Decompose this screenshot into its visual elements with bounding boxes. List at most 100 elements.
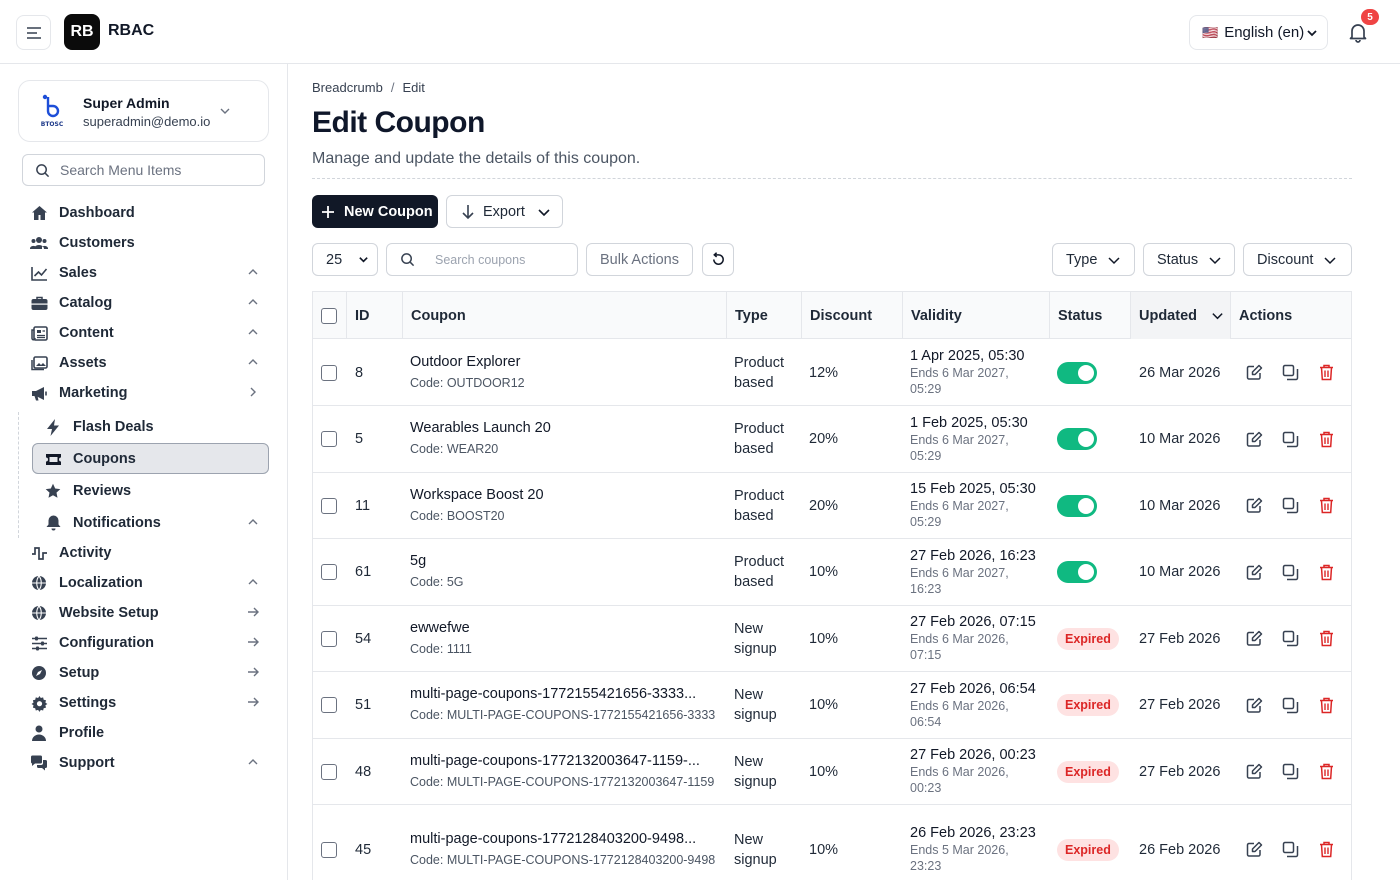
row-checkbox[interactable] [321,630,337,647]
edit-icon[interactable] [1245,841,1263,859]
chevron-down-icon [1212,313,1223,320]
row-checkbox[interactable] [321,697,337,713]
breadcrumb-link[interactable]: Breadcrumb [312,80,383,95]
edit-icon[interactable] [1245,364,1263,382]
status-filter[interactable]: Status [1143,243,1235,276]
row-checkbox[interactable] [321,431,337,447]
table-row[interactable]: 5 Wearables Launch 20 Code: WEAR20 Product b… [313,406,1351,473]
table-row[interactable]: 51 multi-page-coupons-1772155421656-3333.… [313,672,1351,739]
edit-icon[interactable] [1245,497,1263,515]
sidebar-item-reviews[interactable]: Reviews [44,480,260,502]
reset-filters-button[interactable] [702,243,734,276]
delete-icon[interactable] [1317,763,1335,781]
sidebar-item-customers[interactable]: Customers [30,232,260,254]
coupon-name[interactable]: Outdoor Explorer [410,353,521,370]
sidebar-item-dashboard[interactable]: Dashboard [30,202,260,224]
coupon-name[interactable]: multi-page-coupons-1772128403200-9498... [410,830,697,847]
column-validity[interactable]: Validity [903,292,1050,339]
coupon-name[interactable]: multi-page-coupons-1772132003647-1159-..… [410,752,700,769]
sidebar-item-coupons[interactable]: Coupons [44,448,260,470]
duplicate-icon[interactable] [1281,763,1299,781]
row-checkbox[interactable] [321,763,337,780]
table-row[interactable]: 54 ewwefwe Code: 1111 New signup 10% 27 Feb 20… [313,606,1351,672]
column-coupon[interactable]: Coupon [403,292,727,339]
coupon-type: Product based [734,554,784,590]
delete-icon[interactable] [1317,630,1335,648]
column-id[interactable]: ID [347,292,403,339]
sidebar-item-notifications[interactable]: Notifications [44,512,260,534]
duplicate-icon[interactable] [1281,630,1299,648]
chat-icon [30,754,48,772]
edit-icon[interactable] [1245,430,1263,448]
edit-icon[interactable] [1245,763,1263,781]
table-row[interactable]: 11 Workspace Boost 20 Code: BOOST20 Product… [313,473,1351,539]
sidebar-item-activity[interactable]: Activity [30,542,260,564]
export-button[interactable]: Export [446,195,563,228]
discount-filter[interactable]: Discount [1243,243,1352,276]
duplicate-icon[interactable] [1281,841,1299,859]
sidebar-item-content[interactable]: Content [30,322,260,344]
sidebar-item-localization[interactable]: Localization [30,572,260,594]
row-select-cell [321,739,341,804]
type-filter[interactable]: Type [1052,243,1135,276]
table-row[interactable]: 45 multi-page-coupons-1772128403200-9498.… [313,805,1351,880]
row-checkbox[interactable] [321,841,337,858]
sidebar-item-settings[interactable]: Settings [30,692,260,714]
new-coupon-button[interactable]: New Coupon [312,195,438,228]
sidebar-item-setup[interactable]: Setup [30,662,260,684]
column-discount[interactable]: Discount [802,292,903,339]
status-toggle[interactable] [1057,361,1097,384]
table-row[interactable]: 8 Outdoor Explorer Code: OUTDOOR12 Product b… [313,340,1351,406]
sidebar-item-marketing[interactable]: Marketing [30,382,260,404]
notifications-bell-icon[interactable] [1346,20,1370,44]
coupon-name[interactable]: Wearables Launch 20 [410,420,551,436]
row-checkbox[interactable] [321,364,337,381]
delete-icon[interactable] [1317,497,1335,515]
delete-icon[interactable] [1317,563,1335,581]
sidebar-item-profile[interactable]: Profile [30,722,260,744]
coupon-name[interactable]: ewwefwe [410,619,470,636]
status-toggle[interactable] [1057,561,1097,583]
sidebar-item-sales[interactable]: Sales [30,262,260,284]
sidebar-item-configuration[interactable]: Configuration [30,632,260,654]
edit-icon[interactable] [1245,696,1263,714]
column-type[interactable]: Type [727,292,802,339]
delete-icon[interactable] [1317,430,1335,448]
duplicate-icon[interactable] [1281,497,1299,515]
coupon-search-input[interactable]: Search coupons [386,243,578,276]
edit-icon[interactable] [1245,630,1263,648]
delete-icon[interactable] [1317,841,1335,859]
menu-search-input[interactable]: Search Menu Items [22,154,265,186]
row-checkbox[interactable] [321,564,337,580]
bulk-actions-button[interactable]: Bulk Actions [586,243,693,276]
language-select[interactable]: 🇺🇸 English (en) [1189,15,1328,50]
duplicate-icon[interactable] [1281,364,1299,382]
table-row[interactable]: 61 5g Code: 5G Product based 10% 27 Feb 2026, … [313,539,1351,606]
coupon-name[interactable]: multi-page-coupons-1772155421656-3333... [410,686,697,702]
duplicate-icon[interactable] [1281,430,1299,448]
sidebar-item-website-setup[interactable]: Website Setup [30,602,260,624]
duplicate-icon[interactable] [1281,696,1299,714]
column-updated[interactable]: Updated [1131,292,1231,339]
coupon-name[interactable]: Workspace Boost 20 [410,486,544,503]
delete-icon[interactable] [1317,696,1335,714]
sidebar-item-flash-deals[interactable]: Flash Deals [44,416,260,438]
duplicate-icon[interactable] [1281,563,1299,581]
page-subtitle: Manage and update the details of this co… [312,150,641,167]
status-toggle[interactable] [1057,494,1097,517]
coupon-name[interactable]: 5g [410,553,427,569]
edit-icon[interactable] [1245,563,1263,581]
status-toggle[interactable] [1057,428,1097,450]
user-card[interactable]: BTOSC Super Admin superadmin@demo.io [18,80,269,142]
sidebar-item-support[interactable]: Support [30,752,260,774]
row-checkbox[interactable] [321,497,337,514]
table-row[interactable]: 48 multi-page-coupons-1772132003647-1159-… [313,739,1351,805]
column-status[interactable]: Status [1050,292,1131,339]
per-page-select[interactable]: 25 [312,243,378,276]
select-all-checkbox[interactable] [321,307,337,324]
menu-toggle-button[interactable] [16,15,51,50]
sidebar-item-catalog[interactable]: Catalog [30,292,260,314]
validity-end: Ends 6 Mar 2027, [910,432,1009,447]
sidebar-item-assets[interactable]: Assets [30,352,260,374]
delete-icon[interactable] [1317,364,1335,382]
